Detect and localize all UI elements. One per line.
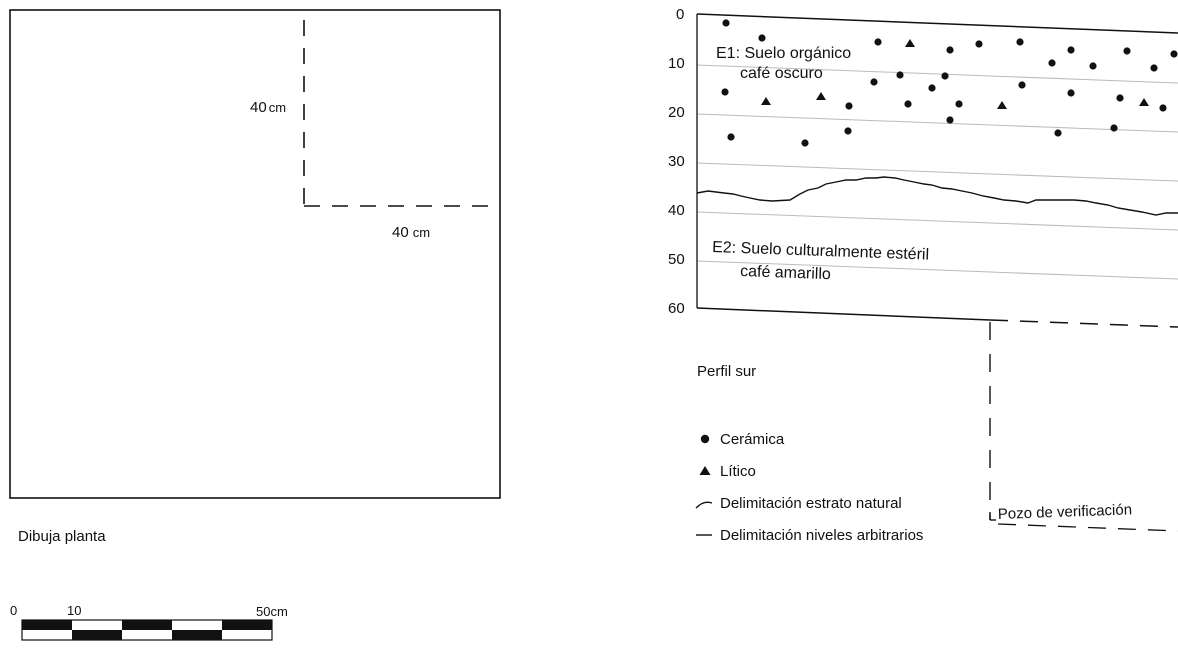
circle-icon — [700, 434, 710, 444]
stratum-e2-label-line2: café amarillo — [740, 263, 831, 283]
ceramic-find-marker — [1110, 124, 1118, 132]
ceramic-find-marker — [1089, 62, 1097, 70]
depth-tick-labels: 0 10 20 30 40 50 60 — [668, 6, 685, 317]
lithic-finds — [761, 39, 1149, 109]
ceramic-finds — [721, 19, 1178, 147]
plan-caption: Dibuja planta — [18, 528, 106, 545]
ceramic-find-marker — [874, 38, 882, 46]
ceramic-find-marker — [844, 127, 852, 135]
ceramic-find-marker — [845, 102, 853, 110]
ceramic-find-marker — [1048, 59, 1056, 67]
test-pit-bottom-dashed — [997, 523, 1178, 532]
plan-dim-horizontal: 40 cm — [392, 224, 430, 241]
level-line — [696, 64, 1178, 84]
profile-bottom-line — [696, 307, 991, 321]
ceramic-find-marker — [721, 88, 729, 96]
ceramic-find-marker — [1150, 64, 1158, 72]
depth-tick-label: 50 — [668, 251, 685, 268]
ceramic-find-marker — [1018, 81, 1026, 89]
profile-caption: Perfil sur — [697, 363, 756, 380]
arbitrary-level-lines — [696, 64, 1178, 280]
triangle-icon — [699, 466, 711, 475]
depth-tick-label: 30 — [668, 153, 685, 170]
stratum-e1-label-line2: café oscuro — [740, 65, 823, 82]
ceramic-find-marker — [941, 72, 949, 80]
ceramic-find-marker — [928, 84, 936, 92]
legend-label: Lítico — [720, 463, 756, 480]
natural-stratum-boundary — [696, 176, 1178, 216]
curve-line-icon — [695, 501, 713, 509]
legend: Cerámica Lítico Delimitación estrato nat… — [695, 431, 923, 544]
level-line — [696, 113, 1178, 133]
scale-bar: 0 10 50cm — [10, 603, 288, 641]
lithic-find-marker — [905, 39, 915, 47]
profile-top-line — [696, 13, 1178, 34]
test-pit-label: Pozo de verificación — [998, 501, 1133, 523]
ceramic-find-marker — [1054, 129, 1062, 137]
scale-tick-end: 50cm — [256, 604, 288, 619]
lithic-find-marker — [997, 101, 1007, 109]
scale-segment — [172, 630, 222, 640]
scale-segment — [22, 620, 72, 630]
ceramic-find-marker — [955, 100, 963, 108]
ceramic-find-marker — [722, 19, 730, 27]
profile-view: 0 10 20 30 40 50 60 E1: Suelo orgánico c… — [668, 6, 1178, 532]
scale-segment — [72, 630, 122, 640]
legend-label: Cerámica — [720, 431, 785, 448]
plan-square — [9, 9, 501, 499]
scale-tick-10: 10 — [67, 603, 81, 618]
scale-segment — [222, 620, 272, 630]
level-line — [696, 260, 1178, 280]
ceramic-find-marker — [1067, 89, 1075, 97]
depth-tick-label: 60 — [668, 300, 685, 317]
level-line — [696, 211, 1178, 231]
ceramic-find-marker — [758, 34, 766, 42]
ceramic-find-marker — [1170, 50, 1178, 58]
lithic-find-marker — [761, 97, 771, 105]
ceramic-find-marker — [1116, 94, 1124, 102]
ceramic-find-marker — [1067, 46, 1075, 54]
profile-bottom-dashed — [989, 319, 1178, 328]
ceramic-find-marker — [870, 78, 878, 86]
lithic-find-marker — [816, 92, 826, 100]
ceramic-find-marker — [904, 100, 912, 108]
ceramic-find-marker — [975, 40, 983, 48]
ceramic-find-marker — [946, 46, 954, 54]
ceramic-find-marker — [896, 71, 904, 79]
stratum-e2-label-line1: E2: Suelo culturalmente estéril — [712, 239, 929, 264]
ceramic-find-marker — [1123, 47, 1131, 55]
depth-tick-label: 10 — [668, 55, 685, 72]
level-line — [696, 162, 1178, 182]
depth-tick-label: 0 — [676, 6, 684, 23]
lithic-find-marker — [1139, 98, 1149, 106]
ceramic-find-marker — [1016, 38, 1024, 46]
ceramic-find-marker — [946, 116, 954, 124]
ceramic-find-marker — [801, 139, 809, 147]
ceramic-find-marker — [1159, 104, 1167, 112]
ceramic-find-marker — [727, 133, 735, 141]
plan-view: 40 cm 40 cm Dibuja planta — [9, 9, 501, 545]
plan-dim-vertical: 40 cm — [250, 99, 286, 116]
legend-label: Delimitación estrato natural — [720, 495, 902, 512]
depth-tick-label: 40 — [668, 202, 685, 219]
depth-tick-label: 20 — [668, 104, 685, 121]
scale-segment — [122, 620, 172, 630]
stratum-e1-label-line1: E1: Suelo orgánico — [716, 45, 851, 62]
legend-label: Delimitación niveles arbitrarios — [720, 527, 923, 544]
scale-tick-0: 0 — [10, 603, 17, 618]
